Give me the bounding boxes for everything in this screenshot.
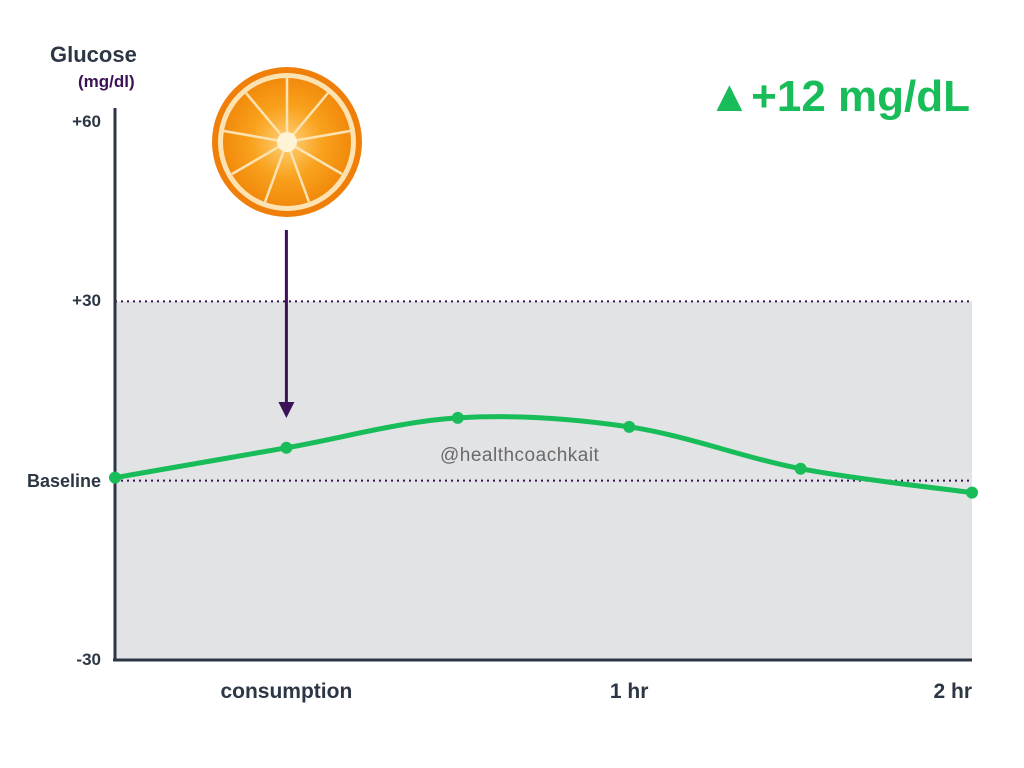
y-axis-title: Glucose (50, 42, 137, 67)
consumption-arrow-head (278, 402, 295, 418)
x-tick-label: 1 hr (609, 680, 649, 703)
normal-range-band (115, 301, 972, 660)
data-point (280, 441, 293, 454)
x-tick-label: 2 hr (933, 680, 972, 703)
data-points (109, 411, 978, 499)
orange-slice-icon (212, 67, 362, 217)
x-tick-label: consumption (220, 680, 353, 703)
y-tick-label: -30 (76, 650, 101, 669)
data-point (109, 471, 121, 484)
y-tick-label: Baseline (26, 470, 101, 491)
y-tick-label: +30 (72, 291, 101, 311)
y-axis-unit: (mg/dl) (78, 72, 135, 91)
glucose-curve (112, 414, 975, 496)
data-point (966, 486, 978, 499)
glucose-change-annotation: ▲+12 mg/dL (707, 72, 970, 121)
data-point (794, 462, 807, 475)
data-point (451, 411, 464, 424)
y-tick-label: +60 (72, 112, 101, 131)
data-point (623, 420, 636, 433)
watermark: @healthcoachkait (440, 445, 600, 466)
